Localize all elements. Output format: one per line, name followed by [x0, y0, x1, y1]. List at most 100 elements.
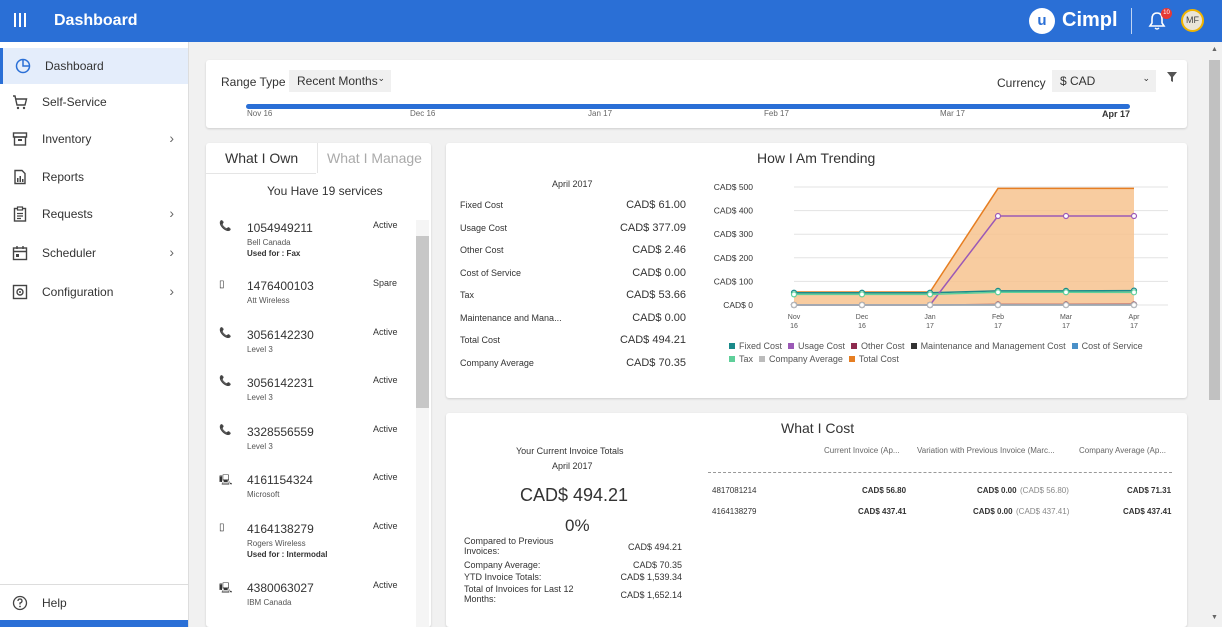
- scroll-up-icon[interactable]: ▲: [1211, 46, 1218, 53]
- list-item[interactable]: 📞 1054949211 Bell Canada Used for : Fax Acti…: [207, 217, 417, 265]
- configuration-icon: [12, 284, 28, 300]
- desktop-icon: 🖳: [219, 583, 233, 594]
- divider: [317, 143, 318, 173]
- currency-value: $ CAD: [1060, 74, 1096, 88]
- y-tick-label: CAD$ 500: [714, 182, 753, 192]
- list-item[interactable]: ▯ 4164138279 Rogers Wireless Used for : Int…: [207, 518, 417, 566]
- mobile-icon: ▯: [219, 522, 225, 533]
- sidebar-item-label: Requests: [42, 207, 93, 221]
- service-carrier: Level 3: [247, 393, 273, 402]
- requests-icon: [13, 206, 27, 222]
- list-item[interactable]: 📞 3056142231 Level 3 Active: [207, 372, 417, 420]
- cost-row: Cost of Service CAD$ 0.00: [460, 267, 686, 279]
- service-number: 3328556559: [247, 425, 314, 439]
- service-status: Active: [373, 375, 398, 385]
- legend-item[interactable]: Usage Cost: [788, 340, 845, 353]
- timeline-slider[interactable]: [246, 104, 1130, 109]
- sidebar-item-label: Self-Service: [42, 95, 107, 109]
- reports-icon: [14, 169, 26, 185]
- data-point: [858, 291, 866, 298]
- notification-badge: 10: [1161, 8, 1172, 19]
- chevron-right-icon: ›: [169, 244, 174, 260]
- chevron-right-icon: ›: [169, 130, 174, 146]
- list-item[interactable]: 🖳 4380063027 IBM Canada Active: [207, 577, 417, 625]
- cost-row: Total Cost CAD$ 494.21: [460, 334, 686, 346]
- cost-title: What I Cost: [781, 420, 855, 436]
- page-scrollbar-thumb[interactable]: [1209, 60, 1220, 400]
- page-title: Dashboard: [54, 12, 138, 29]
- legend-item[interactable]: Fixed Cost: [729, 340, 782, 353]
- x-tick-label: Feb: [992, 314, 1004, 321]
- sidebar-item-requests[interactable]: Requests ›: [0, 196, 188, 232]
- services-list: 📞 1054949211 Bell Canada Used for : Fax Acti…: [207, 213, 431, 627]
- timeline-label: Feb 17: [764, 109, 789, 118]
- help-icon: [12, 595, 28, 611]
- chart-legend: Fixed Cost Usage Cost Other Cost Maintenanc…: [729, 340, 1169, 366]
- y-tick-label: CAD$ 300: [714, 229, 753, 239]
- legend-item[interactable]: Maintenance and Management Cost: [910, 340, 1066, 353]
- divider: [1131, 8, 1132, 34]
- sidebar-footer-bar: [0, 620, 188, 627]
- phone-icon: 📞: [219, 221, 232, 232]
- sidebar-item-label: Reports: [42, 170, 85, 184]
- divider: [206, 173, 316, 174]
- legend-swatch: [851, 343, 858, 349]
- data-point: [1062, 212, 1070, 220]
- data-point: [1130, 301, 1138, 309]
- data-point: [994, 212, 1002, 220]
- data-point: [994, 289, 1002, 296]
- column-header: Company Average (Ap...: [1079, 446, 1167, 455]
- service-carrier: Rogers Wireless: [247, 539, 306, 548]
- x-tick-label: 17: [994, 323, 1002, 330]
- list-item[interactable]: 🖳 4161154324 Microsoft Active: [207, 469, 417, 517]
- cost-row: Fixed Cost CAD$ 61.00: [460, 199, 686, 211]
- sidebar-item-help[interactable]: Help: [0, 584, 188, 620]
- menu-icon[interactable]: [14, 13, 30, 29]
- service-number: 3056142231: [247, 376, 314, 390]
- list-item[interactable]: 📞 3056142230 Level 3 Active: [207, 324, 417, 372]
- bell-icon[interactable]: [1148, 11, 1166, 31]
- list-item[interactable]: ▯ 1476400103 Att Wireless Spare: [207, 275, 417, 323]
- scroll-down-icon[interactable]: ▼: [1211, 614, 1218, 621]
- service-status: Active: [373, 521, 398, 531]
- data-point: [926, 291, 934, 298]
- sidebar-item-label: Help: [42, 596, 67, 610]
- sidebar-item-self-service[interactable]: Self-Service: [0, 84, 188, 120]
- sidebar-item-dashboard[interactable]: Dashboard: [0, 48, 188, 84]
- range-type-select[interactable]: Recent Months ⌄: [289, 70, 391, 92]
- legend-swatch: [729, 343, 735, 349]
- legend-item[interactable]: Other Cost: [851, 340, 905, 353]
- calendar-icon: [12, 246, 28, 261]
- brand-name: Cimpl: [1062, 9, 1118, 31]
- sidebar-item-scheduler[interactable]: Scheduler ›: [0, 235, 188, 271]
- chevron-right-icon: ›: [169, 283, 174, 299]
- y-tick-label: CAD$ 100: [714, 276, 753, 286]
- invoice-period: April 2017: [552, 461, 593, 471]
- page-scrollbar[interactable]: ▲ ▼: [1207, 42, 1222, 627]
- tab-what-i-manage[interactable]: What I Manage: [327, 150, 422, 166]
- sidebar-item-configuration[interactable]: Configuration ›: [0, 274, 188, 310]
- sidebar: Dashboard Self-Service Inventory › Repor…: [0, 42, 189, 627]
- list-item[interactable]: 📞 3328556559 Level 3 Active: [207, 421, 417, 469]
- sidebar-item-inventory[interactable]: Inventory ›: [0, 121, 188, 157]
- avatar[interactable]: MF: [1181, 9, 1204, 32]
- filter-icon[interactable]: [1167, 72, 1177, 82]
- data-point: [1062, 289, 1070, 296]
- services-scrollbar-thumb[interactable]: [416, 236, 429, 408]
- legend-item[interactable]: Company Average: [759, 353, 843, 366]
- legend-item[interactable]: Cost of Service: [1071, 340, 1143, 353]
- trending-period: April 2017: [552, 179, 593, 189]
- x-tick-label: 17: [926, 323, 934, 330]
- timeline-label: Mar 17: [940, 109, 965, 118]
- legend-item[interactable]: Tax: [729, 353, 753, 366]
- cost-row: Usage Cost CAD$ 377.09: [460, 222, 686, 234]
- cart-icon: [13, 95, 28, 110]
- column-header: Current Invoice (Ap...: [824, 446, 900, 455]
- mobile-icon: ▯: [219, 279, 225, 290]
- sidebar-item-label: Dashboard: [45, 59, 104, 73]
- legend-item[interactable]: Total Cost: [848, 353, 899, 366]
- tab-what-i-own[interactable]: What I Own: [225, 150, 299, 166]
- y-tick-label: CAD$ 0: [723, 300, 753, 310]
- sidebar-item-reports[interactable]: Reports: [0, 159, 188, 195]
- currency-select[interactable]: $ CAD ⌄: [1052, 70, 1156, 92]
